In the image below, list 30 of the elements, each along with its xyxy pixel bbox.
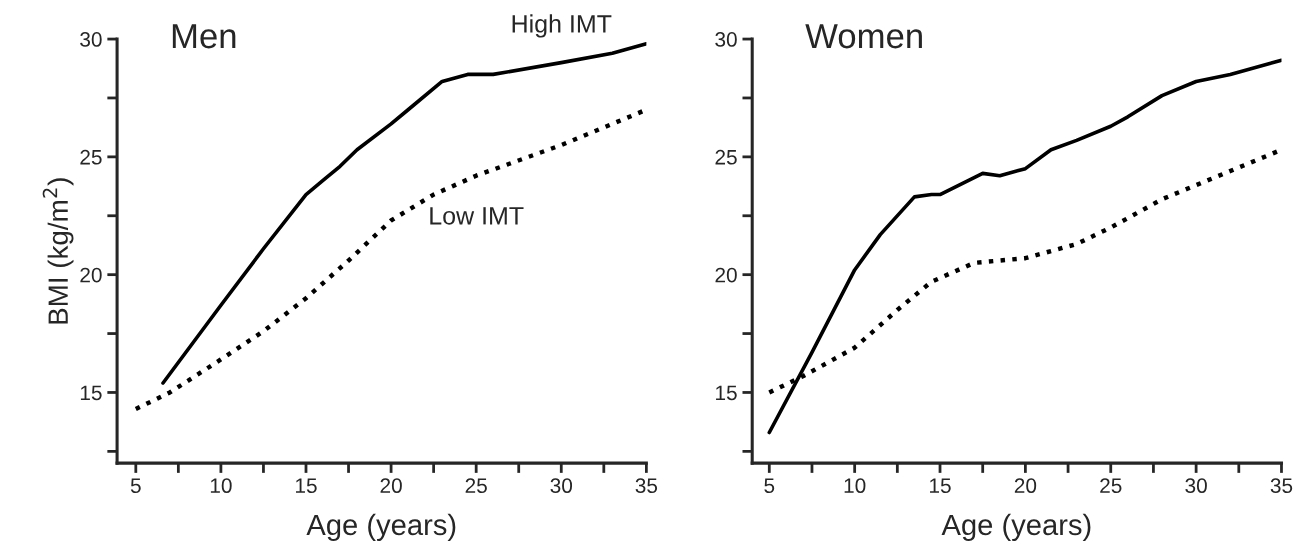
y-tick-label: 15 (80, 385, 102, 401)
x-tick-label: 20 (380, 478, 402, 494)
x-tick-label: 5 (764, 478, 775, 494)
y-tick-label: 25 (80, 149, 102, 165)
y-tick-label: 20 (80, 267, 102, 283)
chart-title: Men (172, 24, 236, 49)
x-axis-title: Age (years) (941, 513, 1091, 541)
x-tick-label: 25 (1100, 478, 1122, 494)
x-tick-label: 10 (844, 478, 866, 494)
series-label: Low IMT (430, 207, 524, 225)
x-axis-title: Age (years) (306, 513, 456, 541)
x-tick-label: 20 (1014, 478, 1037, 494)
y-tick-label: 30 (80, 32, 102, 47)
chart-title: Women (805, 24, 922, 49)
x-tick-label: 15 (930, 478, 951, 494)
y-tick-label: 20 (715, 267, 737, 283)
x-tick-label: 30 (1185, 478, 1207, 494)
x-tick-label: 10 (210, 478, 232, 494)
y-tick-label: 15 (716, 385, 737, 401)
x-tick-label: 35 (635, 478, 658, 494)
series-label: High IMT (512, 14, 612, 38)
x-tick-label: 30 (550, 478, 573, 494)
line-series (767, 58, 1282, 435)
x-tick-label: 25 (465, 478, 487, 494)
x-tick-label: 35 (1270, 478, 1293, 494)
y-tick-label: 30 (715, 32, 737, 47)
y-axis-title: BMI (kg/m$^{2}$) (42, 178, 74, 324)
x-tick-label: 5 (130, 478, 141, 494)
y-tick-label: 25 (715, 149, 737, 165)
x-tick-label: 15 (296, 478, 317, 494)
